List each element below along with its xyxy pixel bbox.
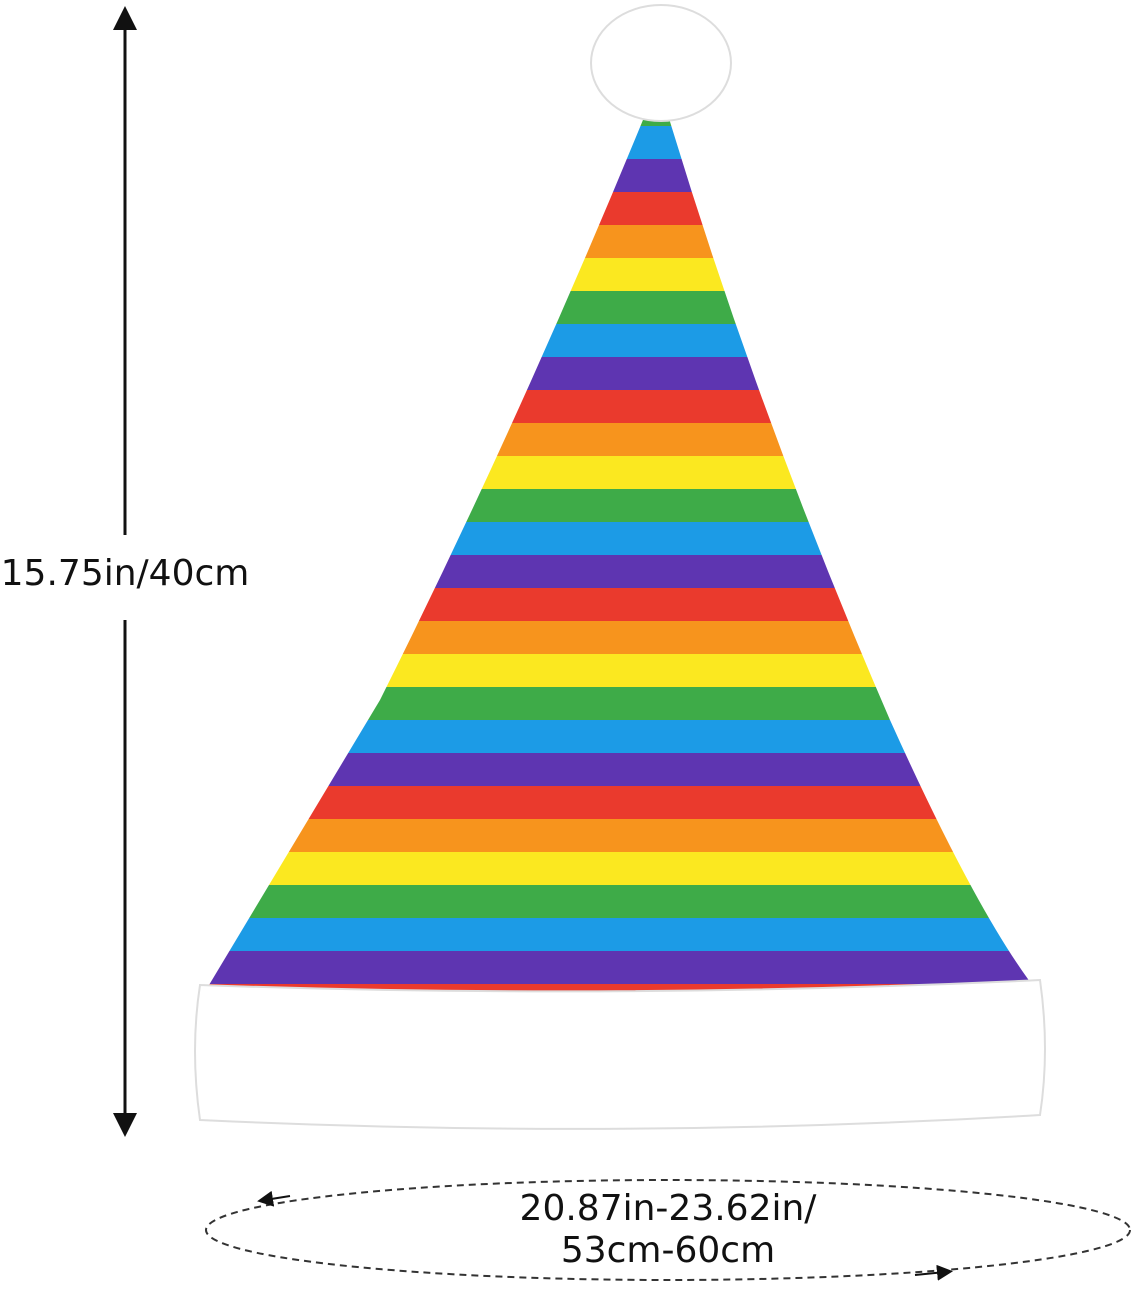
hat-cone	[200, 115, 1040, 1000]
height-label: 15.75in/40cm	[1, 553, 250, 594]
circumference-label: 20.87in-23.62in/	[520, 1188, 818, 1229]
pompom	[590, 4, 732, 122]
circumference-label: 53cm-60cm	[561, 1230, 775, 1271]
circumference-ellipse	[205, 1179, 1131, 1281]
circumference-arrow	[914, 1264, 953, 1281]
circumference-arrow	[257, 1190, 291, 1207]
hat-brim	[194, 978, 1046, 1130]
